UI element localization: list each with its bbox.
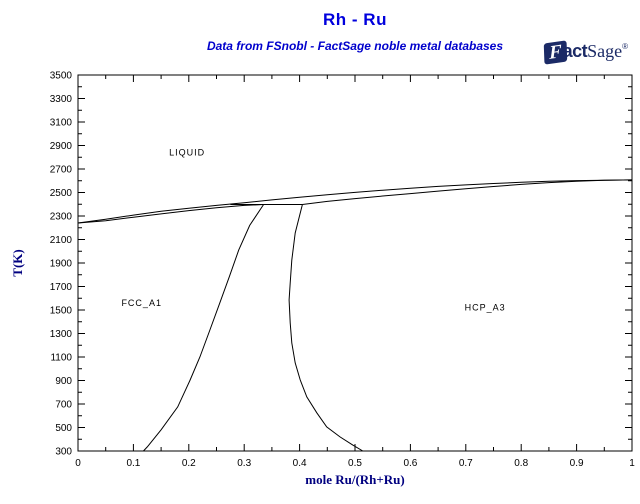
y-tick-label: 1300 (50, 329, 73, 340)
factsage-logo-sage-text: Sage (587, 41, 623, 61)
y-tick-label: 300 (55, 447, 72, 458)
y-tick-label: 3100 (50, 118, 73, 129)
plot-area-border (77, 74, 633, 452)
y-tick-label: 2100 (50, 235, 73, 246)
x-axis-ticks (77, 75, 633, 451)
hcp-phase-boundary-curve (288, 204, 364, 452)
registered-trademark-icon: ® (622, 42, 628, 51)
y-tick-label: 2500 (50, 188, 73, 199)
y-tick-label: 1100 (50, 353, 72, 364)
y-tick-label: 1900 (50, 259, 73, 270)
x-axis-tick-labels: 0 0.1 0.2 0.3 0.4 0.5 0.6 0.7 0.8 0.9 1 (75, 458, 635, 469)
y-tick-label: 700 (55, 400, 72, 411)
x-tick-label: 0.2 (182, 458, 196, 469)
y-axis-ticks (78, 74, 632, 452)
phase-boundary-curves (77, 179, 633, 452)
y-axis-tick-labels: 300 500 700 900 1100 1300 1500 1700 1900 2100 2300… (50, 71, 73, 458)
fcc-phase-boundary-curve (143, 204, 265, 452)
factsage-logo-act-text: act (562, 41, 588, 61)
x-tick-label: 0.5 (348, 458, 362, 469)
hcp-solidus-curve (302, 179, 633, 205)
x-tick-label: 0.4 (293, 458, 307, 469)
x-tick-label: 0.7 (459, 458, 473, 469)
y-axis-title: T(K) (10, 249, 25, 276)
y-tick-label: 2900 (50, 141, 73, 152)
x-tick-label: 1 (629, 458, 635, 469)
x-tick-label: 0.6 (403, 458, 417, 469)
fcc-solidus-curve (77, 204, 264, 224)
phase-label-fcc_a1: FCC_A1 (121, 298, 162, 308)
y-tick-label: 3300 (50, 94, 73, 105)
x-tick-label: 0.3 (237, 458, 251, 469)
x-tick-label: 0.9 (570, 458, 584, 469)
y-tick-label: 1700 (50, 282, 73, 293)
phase-label-liquid: LIQUID (169, 148, 205, 158)
y-tick-label: 500 (55, 423, 72, 434)
liquidus-curve (77, 179, 633, 224)
chart-subtitle: Data from FSnobl - FactSage noble metal … (206, 39, 504, 53)
chart-title: Rh - Ru (323, 10, 387, 29)
x-tick-label: 0 (75, 458, 81, 469)
y-tick-label: 3500 (50, 71, 73, 82)
y-tick-label: 2700 (50, 165, 73, 176)
x-tick-label: 0.8 (514, 458, 528, 469)
x-axis-title: mole Ru/(Rh+Ru) (305, 472, 405, 487)
phase-region-labels: LIQUID FCC_A1 HCP_A3 (121, 148, 506, 313)
factsage-logo: F act Sage ® (543, 40, 628, 65)
x-tick-label: 0.1 (126, 458, 140, 469)
y-tick-label: 900 (55, 376, 72, 387)
y-tick-label: 2300 (50, 212, 73, 223)
phase-label-hcp_a3: HCP_A3 (465, 303, 506, 313)
y-tick-label: 1500 (50, 306, 73, 317)
